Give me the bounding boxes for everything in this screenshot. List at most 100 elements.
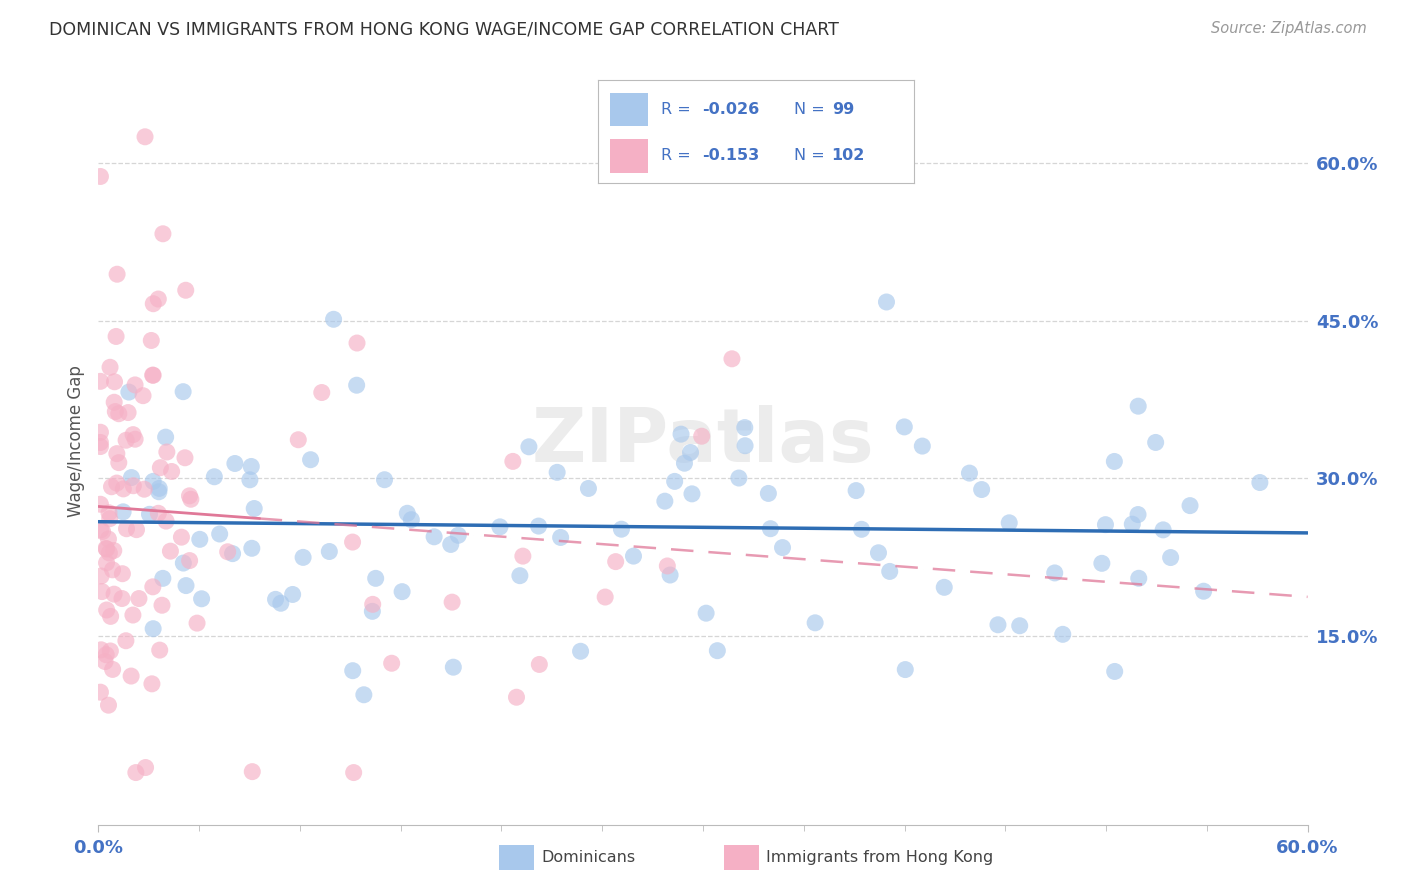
Text: -0.153: -0.153 <box>702 148 759 163</box>
Point <box>342 535 364 549</box>
Point <box>868 546 890 560</box>
Point <box>695 606 717 620</box>
Point <box>142 475 165 489</box>
Point <box>135 760 157 774</box>
Point <box>391 584 413 599</box>
Point <box>959 466 981 480</box>
Point <box>179 489 201 503</box>
Point <box>89 375 111 389</box>
Point <box>96 541 118 556</box>
Point <box>569 644 592 658</box>
Point <box>934 580 956 594</box>
Point <box>142 368 165 383</box>
Point <box>128 591 150 606</box>
Point <box>322 312 344 326</box>
Point <box>122 608 145 623</box>
Point <box>98 506 121 520</box>
Point <box>264 592 287 607</box>
Point <box>734 439 756 453</box>
Point <box>159 544 181 558</box>
Point <box>105 329 128 343</box>
Point <box>112 505 135 519</box>
Point <box>94 655 117 669</box>
Point <box>100 609 122 624</box>
Point <box>1126 508 1149 522</box>
Point <box>112 482 135 496</box>
Point <box>115 633 138 648</box>
Point <box>89 435 111 450</box>
Point <box>124 432 146 446</box>
Point <box>593 590 616 604</box>
Point <box>97 698 120 713</box>
Point <box>292 550 315 565</box>
Point <box>970 483 993 497</box>
Text: -0.026: -0.026 <box>702 102 759 117</box>
Point <box>876 295 898 310</box>
Point <box>1144 435 1167 450</box>
Point <box>346 378 368 392</box>
Point <box>659 568 682 582</box>
Point <box>122 479 145 493</box>
Point <box>240 541 263 556</box>
Point <box>578 482 600 496</box>
Point <box>546 466 568 480</box>
Point <box>217 545 239 559</box>
Point <box>447 528 470 542</box>
Point <box>142 368 165 383</box>
Point <box>311 385 333 400</box>
Point <box>107 456 129 470</box>
Point <box>441 660 464 674</box>
Point <box>664 475 686 489</box>
Point <box>179 553 201 567</box>
Point <box>911 439 934 453</box>
Point <box>190 591 212 606</box>
Point <box>107 407 129 421</box>
Point <box>654 494 676 508</box>
Point <box>103 395 125 409</box>
Point <box>148 292 170 306</box>
Point <box>998 516 1021 530</box>
Point <box>1249 475 1271 490</box>
Point <box>125 523 148 537</box>
Text: Dominicans: Dominicans <box>541 850 636 864</box>
Point <box>98 546 121 560</box>
Point <box>120 470 142 484</box>
Point <box>734 420 756 434</box>
Point <box>98 360 121 375</box>
Point <box>1152 523 1174 537</box>
Point <box>281 587 304 601</box>
Point <box>115 522 138 536</box>
Point <box>423 530 446 544</box>
Point <box>132 389 155 403</box>
Point <box>174 578 197 592</box>
Point <box>1091 557 1114 571</box>
Point <box>550 531 572 545</box>
Point <box>115 434 138 448</box>
Point <box>1104 665 1126 679</box>
Point <box>657 558 679 573</box>
Point <box>202 469 225 483</box>
Point <box>706 643 728 657</box>
Point <box>150 599 173 613</box>
Text: 99: 99 <box>832 102 853 117</box>
Point <box>134 129 156 144</box>
Point <box>90 523 112 537</box>
Point <box>270 596 292 610</box>
Point <box>373 473 395 487</box>
Point <box>240 459 263 474</box>
Point <box>224 457 246 471</box>
Point <box>138 508 160 522</box>
Point <box>1178 499 1201 513</box>
Point <box>1128 571 1150 585</box>
Point <box>342 664 364 678</box>
Point <box>669 427 692 442</box>
Point <box>89 169 111 184</box>
Point <box>208 527 231 541</box>
Point <box>381 657 404 671</box>
Point <box>105 447 128 461</box>
Point <box>148 506 170 520</box>
Point <box>174 283 197 297</box>
Y-axis label: Wage/Income Gap: Wage/Income Gap <box>66 366 84 517</box>
Point <box>772 541 794 555</box>
Point <box>100 480 122 494</box>
